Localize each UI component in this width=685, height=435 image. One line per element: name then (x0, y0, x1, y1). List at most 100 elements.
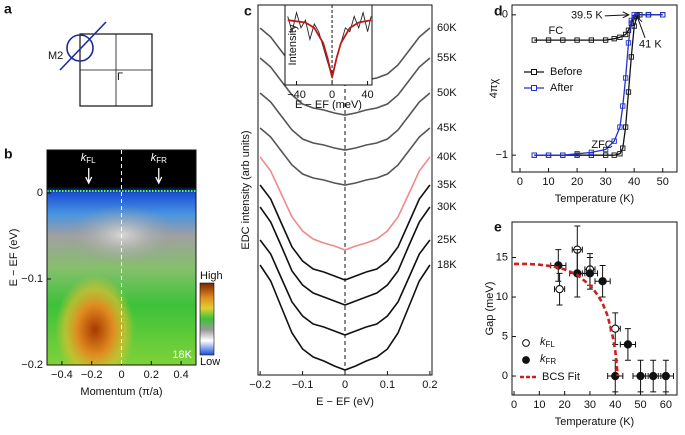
marker (622, 124, 629, 130)
marker (588, 37, 595, 43)
x-tick-label: 0 (517, 176, 523, 188)
marker (636, 371, 645, 381)
y-tick-label: 0 (502, 9, 508, 21)
x-tick-label: −40 (287, 89, 306, 101)
x-tick-label: 0 (329, 89, 335, 101)
x-axis-label: Momentum (π/a) (80, 386, 162, 398)
series-label: 25K (437, 234, 457, 246)
marker (560, 37, 566, 43)
marker (620, 103, 626, 109)
data-line (259, 92, 431, 151)
marker (611, 138, 617, 144)
series-label: 35K (437, 179, 457, 191)
y-tick-label: −0.1 (21, 273, 43, 285)
marker (602, 152, 609, 158)
legend-label: BCS Fit (542, 371, 580, 383)
x-tick-label: 30 (584, 399, 596, 411)
x-tick-label: 50 (657, 176, 669, 188)
data-line (287, 19, 372, 78)
arpes-image (47, 150, 196, 365)
colorbar-label: High (200, 270, 223, 282)
marker (620, 145, 626, 151)
marker (625, 89, 632, 95)
bz-diagram (59, 21, 153, 107)
y-axis-label: Gap (meV) (484, 282, 496, 336)
marker (645, 12, 652, 18)
legend-marker (531, 85, 537, 91)
x-tick-label: 40 (609, 399, 621, 411)
y-axis-label: 4πχ (488, 79, 500, 99)
data-line (259, 57, 431, 116)
marker (611, 371, 620, 381)
branch-label: ZFC (591, 139, 612, 151)
legend-marker (522, 339, 530, 347)
series-label: 60K (437, 22, 457, 34)
marker (617, 34, 623, 40)
x-tick-label: 50 (634, 399, 646, 411)
legend-label: Before (550, 66, 582, 78)
panel-label: b (4, 146, 13, 162)
x-tick-label: 20 (571, 176, 583, 188)
diagram-label: M2 (48, 50, 63, 62)
x-tick-label: 30 (600, 176, 612, 188)
x-tick-label: 0 (342, 379, 348, 391)
plot-frame (284, 4, 373, 86)
data-line (259, 184, 431, 281)
data-line (259, 156, 431, 251)
annotation: 39.5 K (571, 10, 603, 22)
annotation: kFR (151, 152, 167, 165)
marker (602, 146, 609, 153)
marker (611, 152, 617, 158)
marker (660, 12, 666, 18)
marker (661, 371, 671, 381)
x-tick-label: −0.2 (81, 369, 103, 381)
marker (623, 340, 633, 349)
annotation-arrow (604, 14, 628, 17)
marker (617, 124, 623, 130)
legend-marker (522, 356, 530, 364)
marker (531, 152, 537, 158)
marker (531, 37, 537, 43)
x-tick-label: 40 (361, 89, 373, 101)
marker (585, 269, 595, 278)
panel-label: d (494, 3, 503, 19)
series-label: 45K (437, 122, 457, 134)
x-tick-label: 0.2 (422, 379, 437, 391)
annotation-arrow (155, 168, 163, 185)
series-label: 30K (437, 201, 457, 213)
x-tick-label: −0.1 (292, 379, 314, 391)
marker (622, 31, 629, 38)
marker (628, 54, 634, 60)
data-line (259, 206, 431, 306)
arrow-head (622, 11, 630, 19)
marker (602, 37, 609, 43)
series-label: 55K (437, 52, 457, 64)
annotation-arrow (637, 18, 646, 38)
data-line (259, 127, 431, 186)
x-axis-label: Temperature (K) (555, 193, 634, 205)
x-tick-label: 10 (533, 399, 545, 411)
diagram-label: Γ (117, 71, 123, 83)
marker (628, 17, 634, 24)
legend-label: kFR (540, 353, 556, 366)
marker (631, 12, 637, 18)
data-line (259, 239, 431, 336)
data-line (514, 262, 620, 377)
x-axis-label: Temperature (K) (555, 416, 634, 428)
temperature-label: 18K (172, 349, 192, 361)
y-tick-label: 5 (502, 330, 508, 342)
x-tick-label: −0.4 (51, 369, 73, 381)
y-tick-label: −1 (495, 149, 508, 161)
x-axis-label: E − EF (meV) (295, 99, 362, 111)
panel-label: e (494, 219, 502, 235)
arrow-head (634, 15, 643, 23)
y-tick-label: −0.2 (21, 359, 43, 371)
marker (622, 75, 629, 81)
plot-frame (511, 4, 678, 173)
x-tick-label: 10 (542, 176, 554, 188)
legend-label: After (550, 82, 574, 94)
marker (625, 40, 632, 46)
marker (611, 36, 617, 42)
y-tick-label: 10 (496, 291, 508, 303)
